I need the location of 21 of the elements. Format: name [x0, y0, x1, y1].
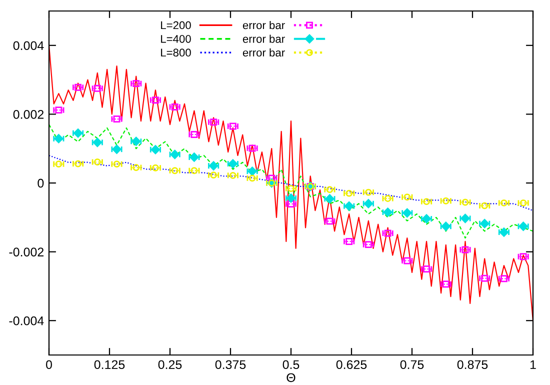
legend-label: error bar: [242, 21, 285, 30]
x-tick-label: 1: [530, 360, 536, 369]
legend-label: L=800: [161, 48, 191, 57]
x-tick-label: 0.5: [282, 360, 300, 370]
x-tick-label: 0: [46, 360, 52, 370]
y-tick-label: 0: [38, 178, 44, 188]
x-axis-title: Θ: [286, 373, 296, 382]
x-tick-label: 0.25: [158, 360, 182, 370]
x-tick-label: 0.75: [400, 360, 424, 370]
y-tick-label: 0.004: [13, 41, 44, 50]
legend-label: L=200: [161, 21, 191, 30]
legend-label: error bar: [242, 34, 285, 43]
y-tick-label: -0.002: [9, 248, 44, 256]
x-tick-label: 0.125: [94, 360, 125, 370]
y-tick-label: 0.002: [13, 110, 44, 119]
y-tick-label: -0.004: [9, 316, 44, 326]
x-tick-label: 0.625: [336, 360, 367, 370]
x-tick-label: 0.375: [215, 360, 246, 370]
x-tick-label: 0.875: [457, 360, 488, 370]
legend-label: error bar: [242, 48, 285, 57]
legend-label: L=400: [161, 34, 191, 43]
